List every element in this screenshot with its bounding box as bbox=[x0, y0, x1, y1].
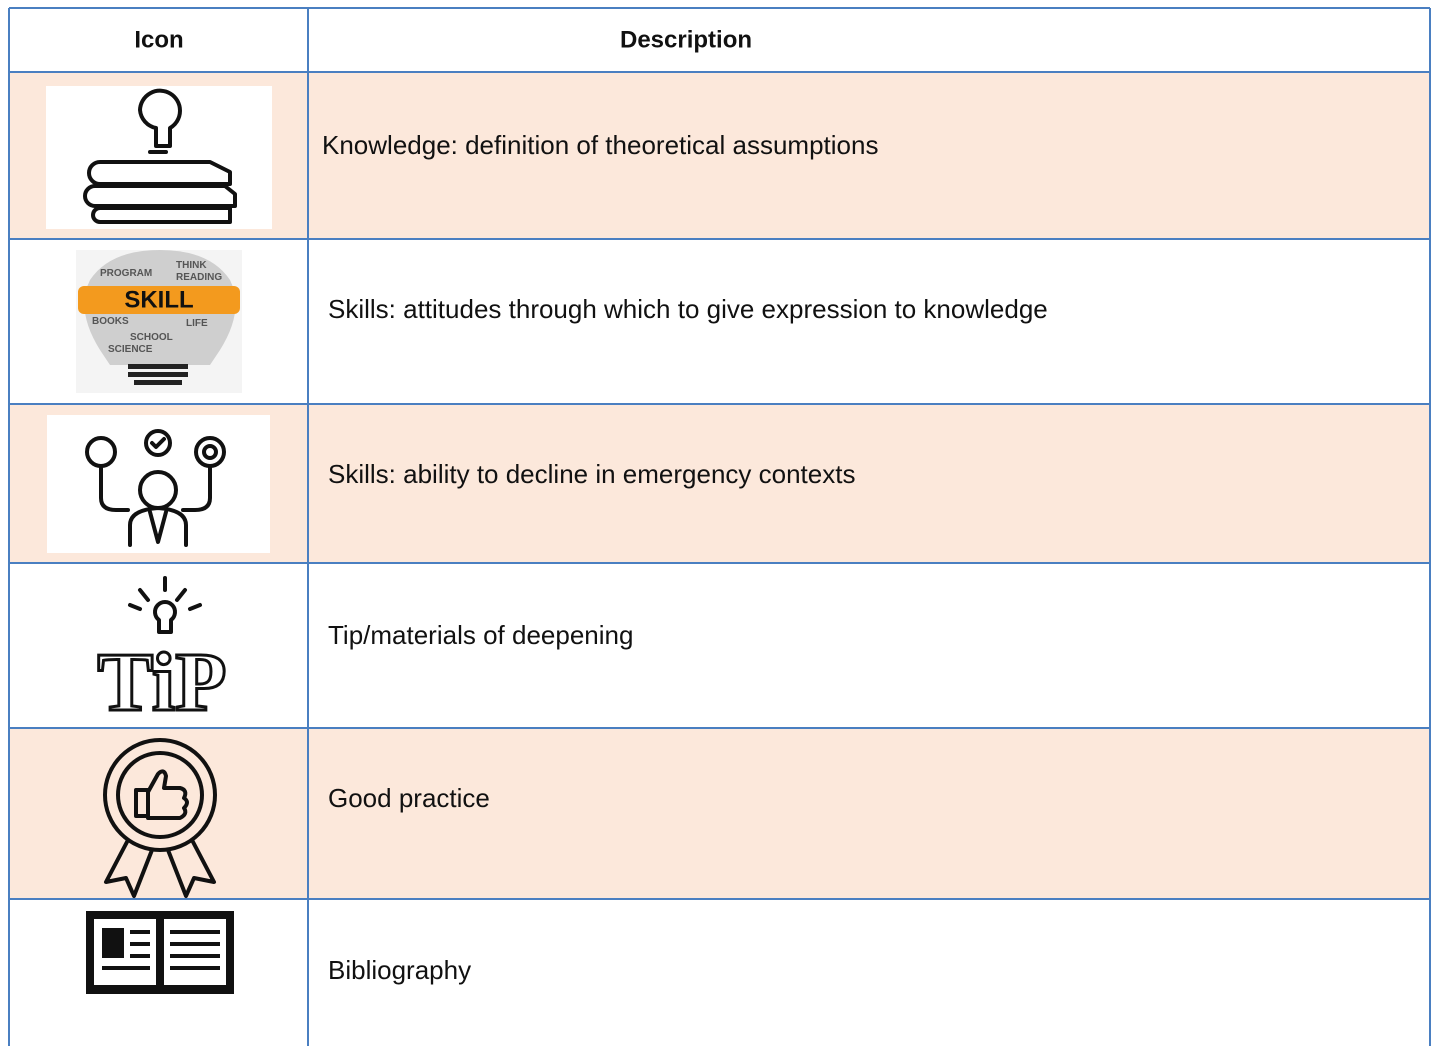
grid-lines bbox=[8, 7, 1431, 1046]
skill-word: READING bbox=[176, 272, 222, 283]
description: Bibliography bbox=[328, 955, 471, 985]
emergency-skill-icon bbox=[47, 415, 270, 553]
bibliography-icon bbox=[86, 911, 234, 994]
skill-label: SKILL bbox=[124, 286, 193, 313]
description: Tip/materials of deepening bbox=[328, 620, 633, 650]
header-cell: Icon bbox=[134, 26, 183, 53]
description: Knowledge: definition of theoretical ass… bbox=[322, 130, 878, 160]
skill-word: SCHOOL bbox=[130, 332, 173, 343]
skill-word: PROGRAM bbox=[100, 268, 152, 279]
skill-word: SCIENCE bbox=[108, 344, 153, 355]
tip-icon: TiP bbox=[96, 576, 228, 731]
skill-word: THINK bbox=[176, 260, 207, 271]
description: Skills: attitudes through which to give … bbox=[328, 294, 1048, 324]
description: Good practice bbox=[328, 783, 490, 813]
skill-word: BOOKS bbox=[92, 316, 129, 327]
description: Skills: ability to decline in emergency … bbox=[328, 459, 855, 489]
header-cell: Description bbox=[620, 26, 752, 53]
row-fill bbox=[9, 729, 1430, 899]
knowledge-icon bbox=[46, 86, 272, 229]
skill-word: LIFE bbox=[186, 318, 208, 329]
skill-icon: THINK READING BOOKS SCHOOL LIFE PROGRAM … bbox=[76, 250, 242, 393]
tip-label: TiP bbox=[97, 636, 226, 729]
good-practice-icon bbox=[103, 738, 217, 898]
